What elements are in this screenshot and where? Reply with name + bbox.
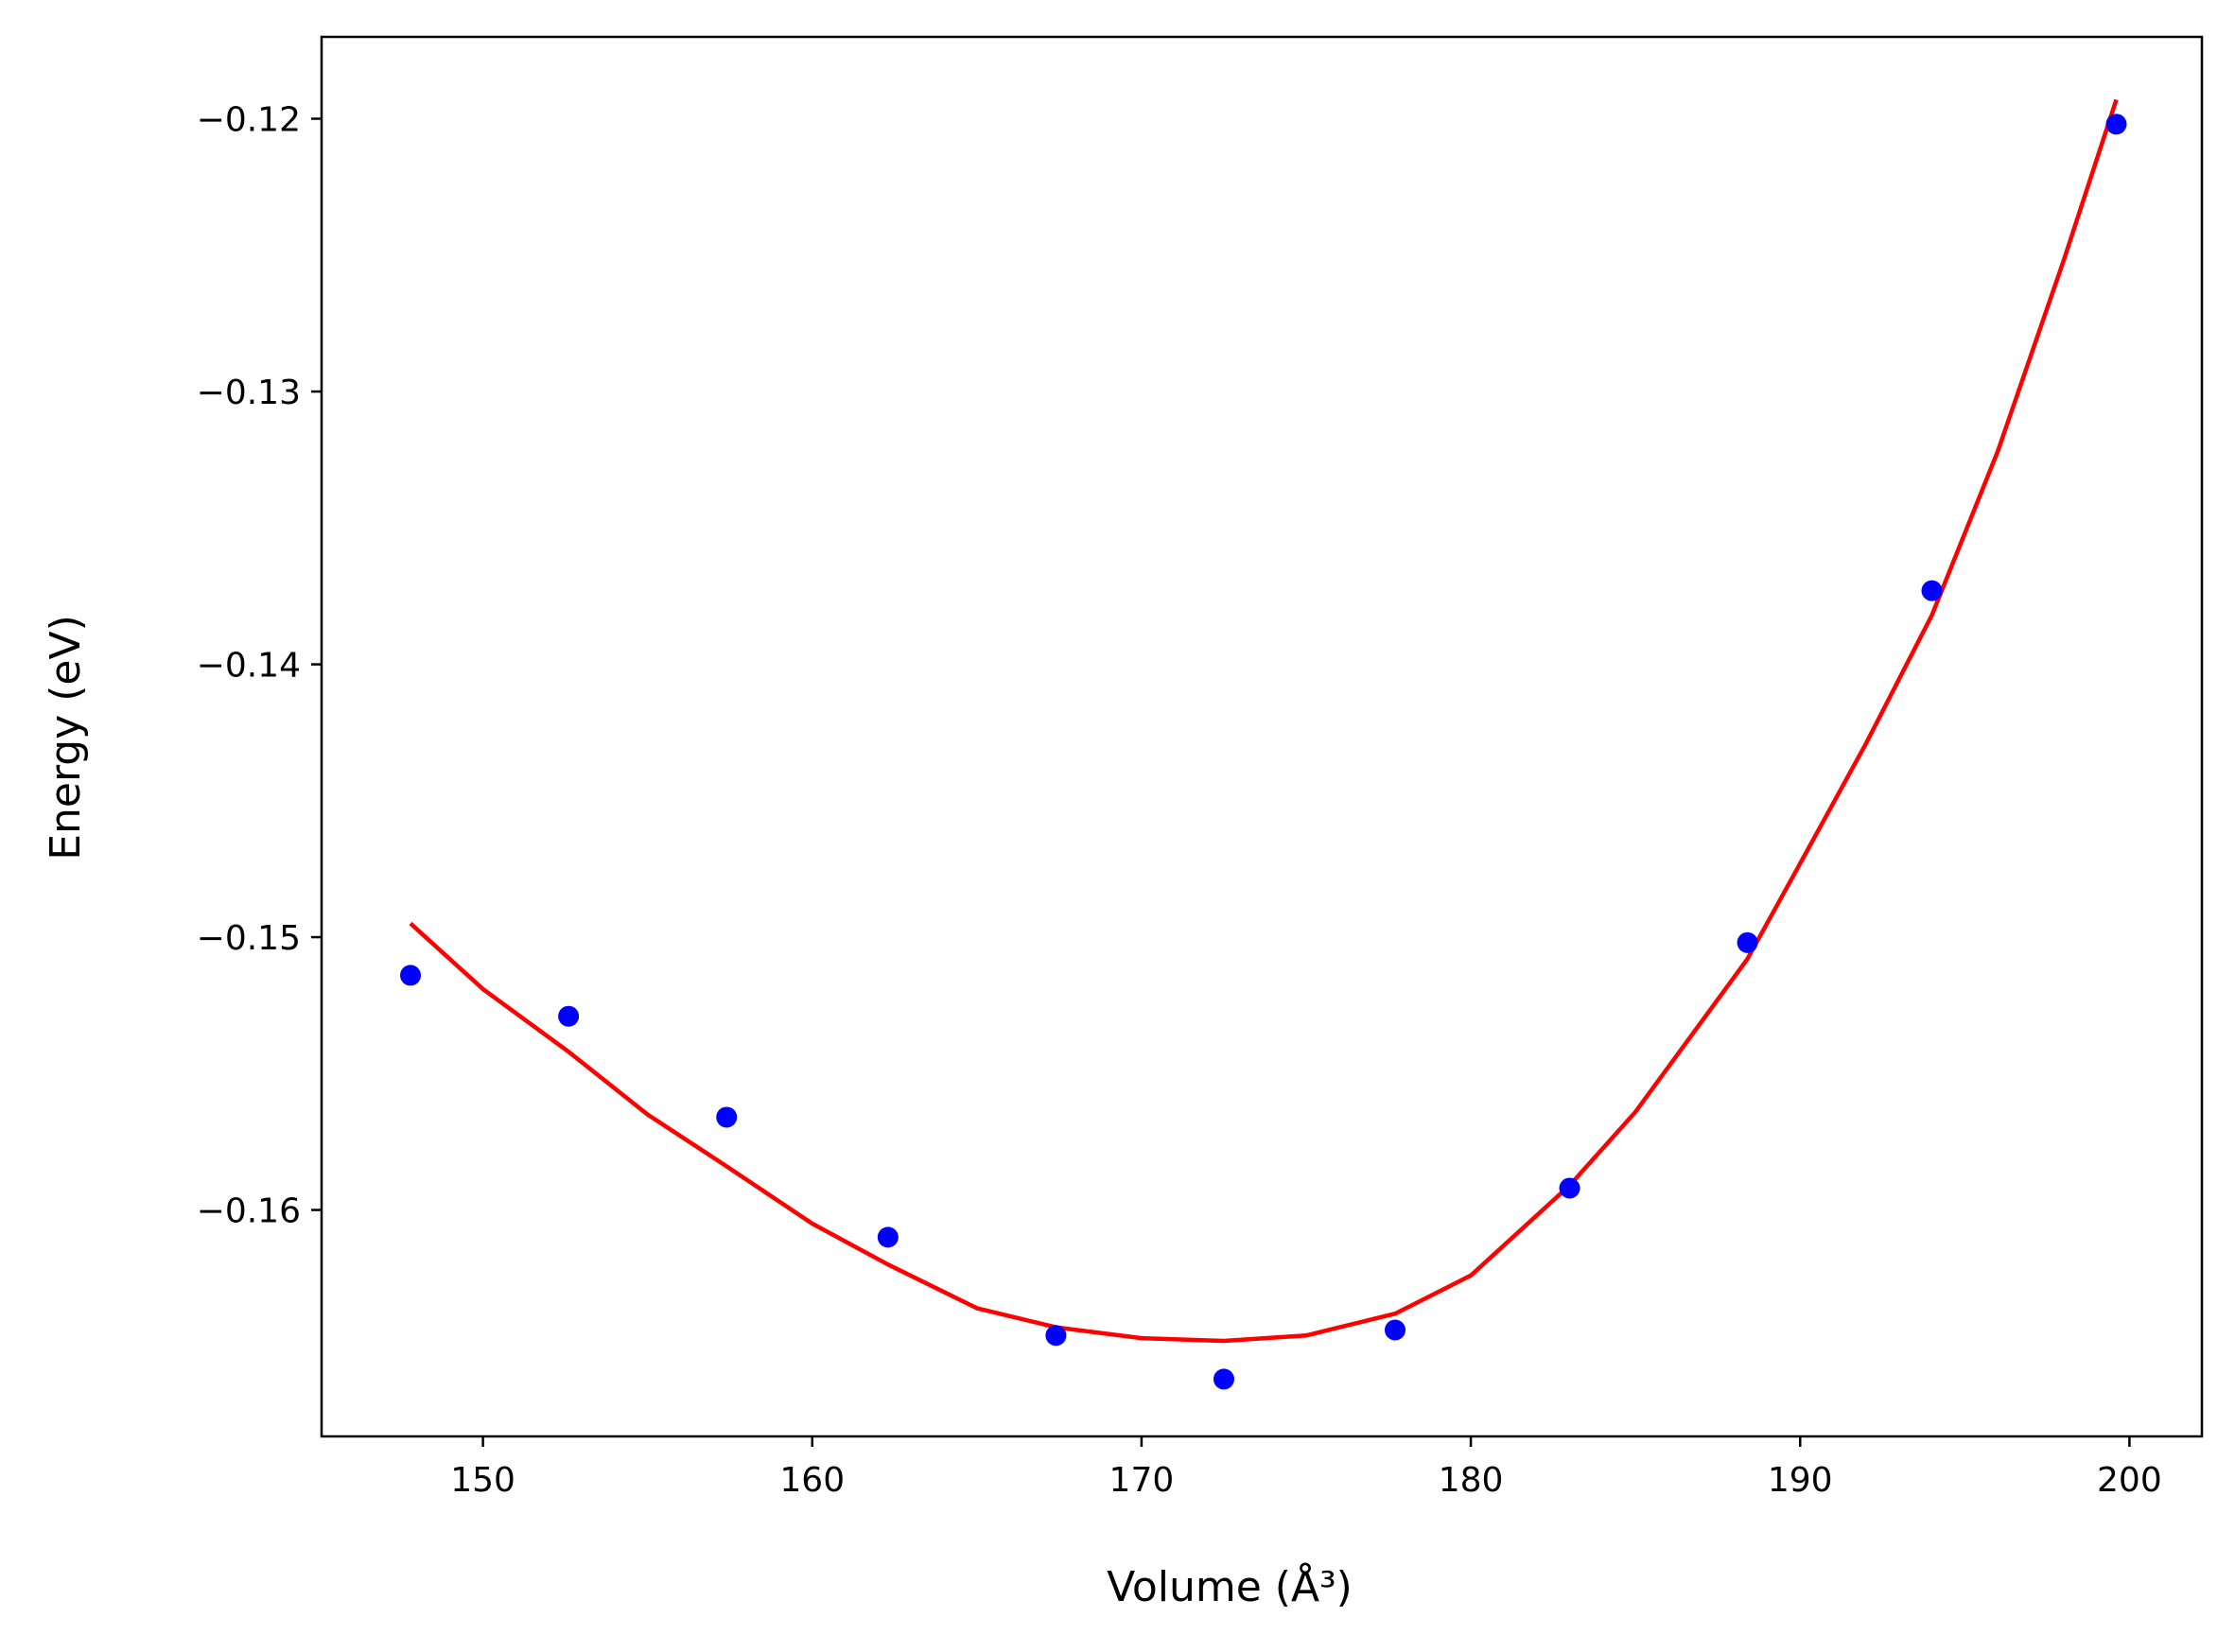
data-point [1737, 931, 1758, 953]
y-tick-label: −0.12 [197, 101, 301, 140]
y-axis-label: Energy (eV) [42, 615, 90, 861]
data-point [1045, 1325, 1067, 1347]
fit-curve [409, 98, 2119, 1344]
data-points-layer [400, 113, 2127, 1390]
x-tick-label: 190 [1768, 1461, 1833, 1500]
data-point [1921, 580, 1943, 601]
fit-curve-layer [409, 98, 2119, 1344]
data-point [2105, 113, 2127, 135]
y-tick-label: −0.15 [197, 919, 301, 958]
data-point [716, 1106, 738, 1128]
x-tick-label: 180 [1439, 1461, 1504, 1500]
y-axis: −0.16 −0.15 −0.14 −0.13 −0.12 [197, 101, 322, 1231]
data-point [558, 1005, 580, 1027]
y-tick-label: −0.13 [197, 374, 301, 412]
plot-frame [320, 35, 2204, 1438]
data-point [1559, 1177, 1580, 1199]
data-point [1213, 1368, 1234, 1390]
x-tick-label: 170 [1109, 1461, 1175, 1500]
data-point [1385, 1319, 1406, 1341]
y-tick-label: −0.14 [197, 647, 301, 686]
data-point [400, 965, 422, 986]
x-tick-label: 150 [450, 1461, 515, 1500]
x-tick-label: 200 [2097, 1461, 2162, 1500]
data-point [877, 1226, 899, 1248]
x-axis-label: Volume (Å³) [1107, 1561, 1353, 1611]
x-tick-label: 160 [779, 1461, 845, 1500]
x-axis: 150 160 170 180 190 200 [450, 1436, 2162, 1500]
y-tick-label: −0.16 [197, 1192, 301, 1231]
